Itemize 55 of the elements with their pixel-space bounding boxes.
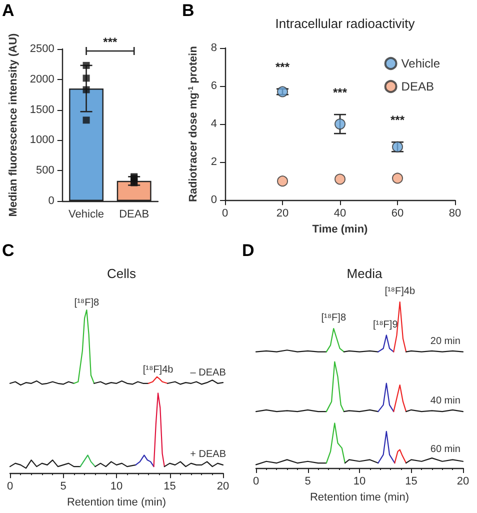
- y-tick-label: 8: [210, 42, 218, 54]
- x-axis-title: Retention time (min): [66, 496, 166, 508]
- chart-title: Cells: [107, 266, 136, 281]
- legend-label: DEAB: [401, 80, 434, 94]
- text: C: [2, 241, 14, 260]
- y-tick-label: 1500: [30, 104, 54, 116]
- x-tick-label: 0: [6, 480, 14, 493]
- annotation: [¹⁸F]4b: [384, 286, 416, 298]
- x-tick-label: 5: [60, 480, 66, 493]
- x-tick-label: 40: [334, 208, 346, 220]
- y-tick-label: 1000: [30, 134, 54, 146]
- text: B: [182, 1, 194, 20]
- y-tick-label: 2000: [30, 73, 54, 86]
- annotation: [¹⁸F]8: [74, 298, 100, 308]
- chart-title: Intracellular radioactivity: [275, 16, 416, 31]
- annotation: [¹⁸F]9: [372, 319, 398, 330]
- x-tick-label: 10: [353, 476, 366, 488]
- y-tick-label: 4: [210, 118, 218, 130]
- y-tick-label: 500: [36, 164, 54, 177]
- annotation: 20 min: [430, 336, 460, 347]
- annotation: 60 min: [430, 444, 460, 455]
- x-tick-label: 5: [304, 476, 311, 488]
- text: ***: [103, 35, 118, 49]
- legend-label: Vehicle: [401, 56, 440, 70]
- annotation: ***: [276, 60, 290, 74]
- y-axis-title: Median fluorescence intensity (AU): [8, 32, 20, 217]
- text: D: [242, 241, 254, 260]
- text: A: [2, 1, 14, 20]
- annotation: [¹⁸F]4b: [142, 364, 174, 376]
- x-tick-label: 0: [252, 476, 260, 488]
- x-tick-label: 15: [164, 480, 176, 493]
- x-tick-label: 20: [276, 208, 289, 220]
- x-axis-title: Retention time (min): [310, 491, 410, 504]
- x-tick-label: 0: [222, 208, 228, 220]
- chart-title: Media: [346, 266, 383, 281]
- x-axis-title: Time (min): [312, 224, 368, 236]
- y-tick-label: 2: [210, 156, 218, 168]
- annotation: ***: [333, 86, 348, 100]
- x-tick-label: DEAB: [119, 208, 150, 220]
- y-tick-label: 2500: [30, 43, 54, 55]
- y-tick-label: 0: [210, 194, 218, 206]
- x-tick-label: 60: [391, 208, 404, 220]
- annotation: + DEAB: [190, 449, 226, 460]
- x-tick-label: 10: [110, 480, 123, 493]
- x-tick-label: 15: [405, 476, 418, 488]
- annotation: – DEAB: [190, 368, 226, 379]
- x-tick-label: 80: [448, 208, 462, 220]
- x-tick-label: 20: [456, 476, 470, 488]
- x-tick-label: 20: [216, 480, 230, 493]
- annotation: ***: [390, 113, 405, 128]
- x-tick-label: Vehicle: [68, 208, 104, 220]
- annotation: 40 min: [430, 396, 460, 407]
- annotation: [¹⁸F]8: [321, 312, 346, 324]
- y-tick-label: 6: [210, 80, 218, 92]
- y-tick-label: 0: [48, 195, 54, 207]
